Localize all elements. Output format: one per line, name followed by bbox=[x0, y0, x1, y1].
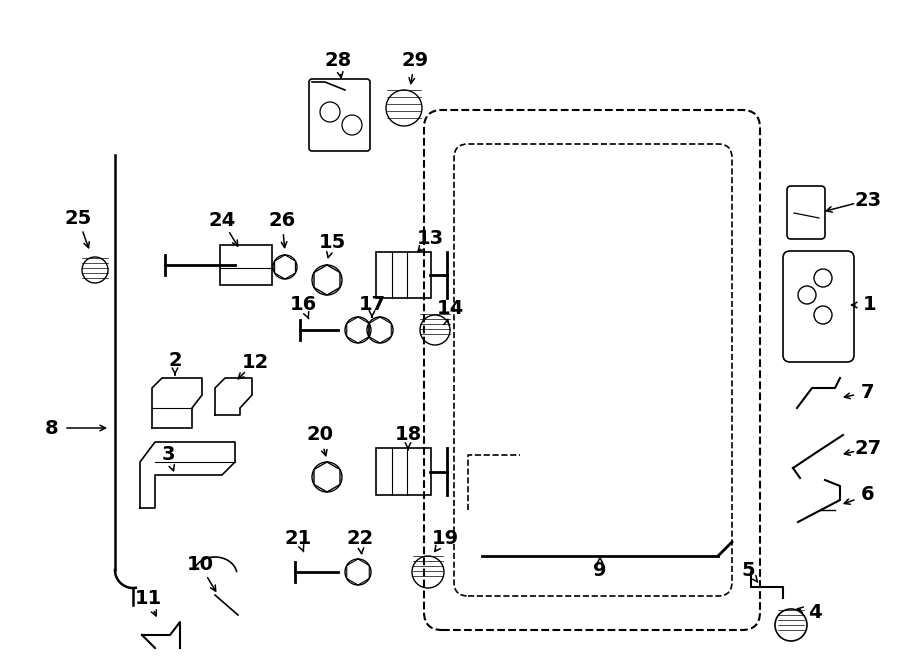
Text: 24: 24 bbox=[209, 210, 236, 229]
Text: 3: 3 bbox=[161, 446, 175, 465]
Text: 23: 23 bbox=[854, 190, 882, 210]
Text: 1: 1 bbox=[863, 295, 877, 315]
Text: 2: 2 bbox=[168, 350, 182, 369]
Text: 18: 18 bbox=[394, 426, 421, 444]
Text: 6: 6 bbox=[861, 485, 875, 504]
Text: 11: 11 bbox=[134, 588, 162, 607]
Text: 15: 15 bbox=[319, 233, 346, 251]
Text: 22: 22 bbox=[346, 529, 374, 547]
Text: 16: 16 bbox=[290, 295, 317, 315]
Text: 13: 13 bbox=[417, 229, 444, 247]
Text: 14: 14 bbox=[436, 299, 464, 317]
Text: 27: 27 bbox=[854, 438, 882, 457]
Bar bbox=[376, 252, 431, 298]
Text: 26: 26 bbox=[268, 210, 295, 229]
Bar bbox=[376, 448, 431, 495]
Text: 10: 10 bbox=[186, 555, 213, 574]
Text: 9: 9 bbox=[593, 561, 607, 580]
Text: 4: 4 bbox=[808, 602, 822, 621]
Bar bbox=[220, 245, 272, 285]
Text: 21: 21 bbox=[284, 529, 311, 547]
Text: 7: 7 bbox=[861, 383, 875, 401]
Text: 25: 25 bbox=[65, 208, 92, 227]
Text: 8: 8 bbox=[45, 418, 58, 438]
Text: 17: 17 bbox=[358, 295, 385, 315]
Text: 28: 28 bbox=[324, 50, 352, 69]
Text: 29: 29 bbox=[401, 50, 428, 69]
Text: 12: 12 bbox=[241, 352, 268, 371]
Text: 19: 19 bbox=[431, 529, 459, 547]
Text: 20: 20 bbox=[307, 426, 334, 444]
Text: 5: 5 bbox=[742, 561, 755, 580]
